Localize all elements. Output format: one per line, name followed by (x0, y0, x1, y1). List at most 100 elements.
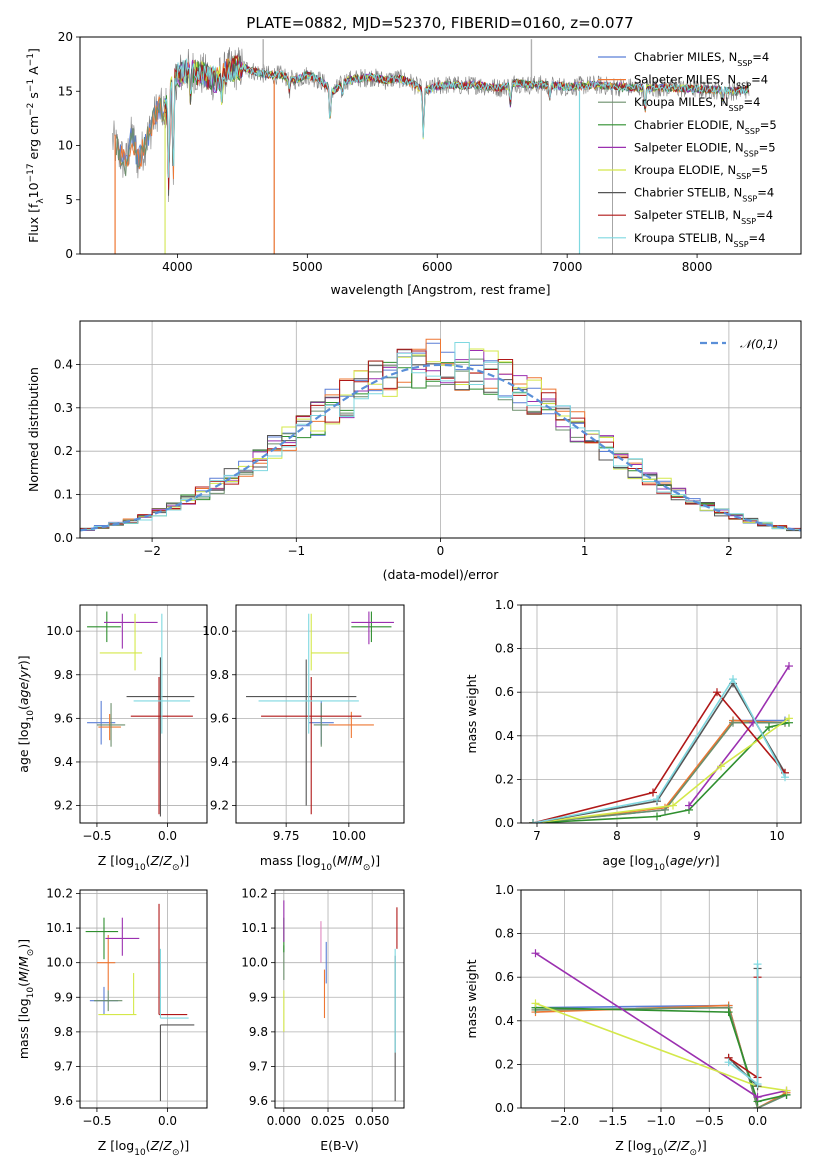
label-part: / (348, 853, 353, 868)
label-part: erg cm (26, 116, 41, 164)
label-part: age [log (602, 853, 653, 868)
x-tick-label: −0.5 (82, 829, 111, 843)
weight-line-kroupa-stelib (532, 677, 786, 823)
x-axis-label: E(B-V) (320, 1138, 359, 1153)
legend-text: Chabrier MILES, N (634, 50, 737, 64)
label-part: ] (26, 48, 41, 53)
plot-area-mass-vs-EBV (283, 900, 398, 1102)
axes-weight-vs-Z: −2.0 −1.5 −1.0 −0.5 0.0 0.0 0.2 0.4 0.6 0.8 1.0 Z [… (464, 883, 802, 1158)
legend-entry: Kroupa ELODIE, NSSP=5 (634, 163, 768, 181)
label-part: Z (680, 1138, 690, 1153)
label-part: M (337, 853, 348, 868)
legend-tail: =4 (744, 95, 761, 109)
label-part: 10 (26, 182, 41, 198)
legend-sub: SSP (737, 59, 752, 68)
legend-tail: =5 (759, 140, 776, 154)
legend-text: Kroupa STELIB, N (634, 231, 734, 245)
label-part: 10 (654, 863, 666, 873)
x-tick-label: 6000 (422, 260, 453, 274)
label-part: / (16, 677, 31, 682)
x-tick-label: 9.75 (273, 829, 300, 843)
label-part: ( (146, 853, 151, 868)
x-tick-label: 0.000 (267, 1114, 301, 1128)
label-part: M (352, 853, 363, 868)
label-part: Z (150, 1138, 160, 1153)
legend-entry: Chabrier MILES, NSSP=4 (634, 50, 769, 68)
plot-area-mass-vs-Z (85, 903, 195, 1102)
y-axis-label: mass weight (464, 674, 479, 753)
legend-sub: SSP (734, 239, 749, 248)
plot-area-age-vs-Z (87, 611, 195, 817)
plot-area-age-vs-mass (246, 611, 394, 815)
legend-entry: Chabrier STELIB, NSSP=4 (634, 186, 774, 204)
y-tick-label: 0.2 (54, 444, 73, 458)
y-tick-label: 9.4 (54, 755, 73, 769)
y-tick-label: 0.0 (495, 816, 514, 830)
label-part: 10 (652, 1148, 664, 1158)
y-axis-label: mass weight (464, 959, 479, 1038)
normal-curve (80, 363, 801, 532)
y-tick-label: 9.8 (249, 1025, 268, 1039)
x-tick-label: 7000 (552, 260, 583, 274)
label-part: 10 (134, 863, 146, 873)
y-tick-label: 10.2 (241, 886, 268, 900)
legend-text: Chabrier ELODIE, N (634, 118, 745, 132)
legend-tail: =4 (756, 208, 773, 222)
legend-sub: SSP (736, 81, 751, 90)
legend-tail: =4 (757, 186, 774, 200)
legend-tail: =5 (760, 118, 777, 132)
y-tick-label: 9.6 (54, 1094, 73, 1108)
x-tick-label: 0.050 (355, 1114, 389, 1128)
x-tick-label: −1.5 (598, 1114, 627, 1128)
label-part: Z [log (98, 1138, 134, 1153)
label-part: −2 (26, 103, 36, 116)
y-tick-label: 9.6 (249, 1094, 268, 1108)
y-axis-label: Flux [fλ10−17 erg cm−2 s−1 A−1] (26, 48, 46, 243)
legend-sub: SSP (742, 194, 757, 203)
label-part: / (693, 853, 698, 868)
label-part: )] (179, 853, 189, 868)
legend-text: Kroupa MILES, N (634, 95, 729, 109)
y-tick-label: 9.2 (210, 799, 229, 813)
y-tick-label: 0.8 (495, 927, 514, 941)
x-tick-label: −0.5 (695, 1114, 724, 1128)
label-part: ⊙ (172, 863, 180, 873)
y-tick-label: 10.1 (46, 921, 73, 935)
label-part: )] (370, 853, 380, 868)
legend-tail: =4 (749, 231, 766, 245)
y-tick-label: 9.8 (210, 668, 229, 682)
legend-tail: =4 (752, 50, 769, 64)
label-part: age (670, 853, 694, 868)
x-tick-label: 7 (533, 829, 541, 843)
legend-entry: Kroupa MILES, NSSP=4 (634, 95, 760, 113)
legend-sub: SSP (745, 126, 760, 135)
y-tick-label: 10.0 (46, 956, 73, 970)
axes-residuals: −2 −1 0 1 2 0.0 0.1 0.2 0.3 0.4 𝒩(0,1) (data-model)… (26, 320, 802, 582)
y-tick-label: 0.2 (495, 772, 514, 786)
axes-frame (274, 889, 405, 1109)
plot-area-residuals (80, 338, 801, 538)
y-tick-label: 15 (58, 84, 73, 98)
label-part: ( (16, 705, 31, 710)
x-tick-label: 10.00 (332, 829, 366, 843)
label-part: )] (16, 939, 31, 949)
x-tick-label: 10 (769, 829, 784, 843)
label-part: Flux [f (26, 203, 41, 243)
x-tick-label: −1.0 (646, 1114, 675, 1128)
model-spectrum-kroupa-stelib (163, 58, 749, 178)
x-tick-label: −1 (287, 544, 305, 558)
legend-normal-label: 𝒩(0,1) (740, 337, 778, 351)
x-tick-label: 4000 (162, 260, 193, 274)
x-tick-label: 0.025 (311, 1114, 345, 1128)
x-tick-label: 8000 (682, 260, 713, 274)
x-tick-label: 0.0 (158, 829, 177, 843)
label-part: yr (16, 664, 31, 678)
axes-mass-vs-Z: −0.5 0.09.69.79.89.910.010.110.2Z [log10(… (16, 886, 208, 1158)
y-tick-label: 10 (58, 139, 73, 153)
x-axis-label: Z [log10(Z/Z⊙)] (98, 1138, 190, 1158)
y-tick-label: 10.2 (46, 886, 73, 900)
legend-tail: =4 (751, 73, 768, 87)
axes-frame (235, 604, 405, 824)
